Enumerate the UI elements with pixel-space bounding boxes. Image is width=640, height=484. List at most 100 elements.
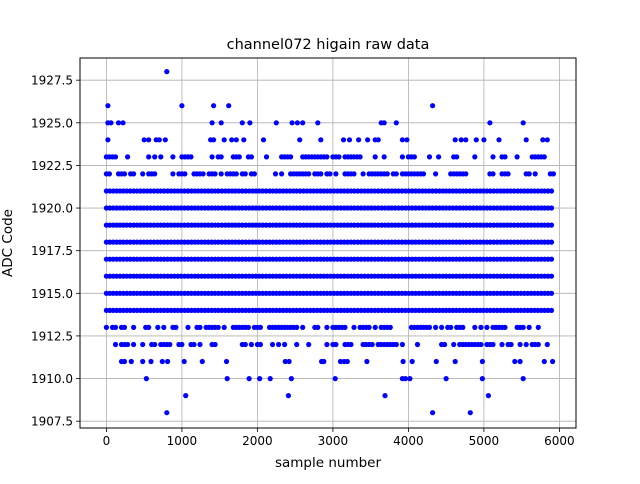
- data-point: [181, 358, 187, 365]
- data-point: [508, 341, 514, 348]
- data-point: [241, 137, 247, 143]
- x-tick-label: 0: [103, 434, 111, 448]
- data-point: [269, 341, 276, 348]
- data-point: [490, 154, 496, 160]
- data-point: [289, 120, 295, 126]
- data-point: [242, 171, 248, 177]
- data-point: [257, 341, 263, 348]
- data-point: [512, 358, 518, 365]
- data-point: [526, 171, 532, 177]
- data-point: [300, 120, 306, 126]
- data-point: [315, 324, 321, 330]
- data-point: [125, 154, 131, 160]
- data-point: [121, 171, 128, 177]
- data-point: [179, 103, 185, 109]
- data-point: [112, 324, 119, 330]
- data-point: [212, 341, 218, 348]
- data-point: [430, 410, 436, 416]
- data-point: [120, 120, 126, 126]
- data-point: [211, 103, 217, 109]
- data-point: [340, 137, 347, 143]
- data-point: [481, 137, 487, 143]
- data-point: [170, 154, 176, 160]
- data-point: [282, 341, 288, 348]
- data-point: [478, 341, 484, 348]
- data-point: [273, 120, 279, 126]
- data-point: [260, 137, 267, 143]
- data-point: [463, 137, 469, 143]
- y-axis-label: ADC Code: [0, 209, 16, 277]
- data-point: [164, 69, 170, 75]
- data-point: [159, 358, 165, 365]
- data-point: [167, 341, 173, 348]
- data-point: [276, 341, 282, 348]
- axis-ticks: 0 1000 2000 3000 4000 5000 6000 1907.5 1910.0 191…: [31, 74, 575, 448]
- data-point: [191, 341, 197, 348]
- data-point: [306, 171, 312, 177]
- data-point: [387, 324, 393, 330]
- data-point: [485, 393, 491, 399]
- data-point: [548, 256, 555, 262]
- data-point: [288, 376, 294, 382]
- data-point: [161, 324, 167, 330]
- data-point: [218, 171, 224, 177]
- data-point: [514, 154, 520, 160]
- data-point: [460, 324, 466, 330]
- data-point: [472, 324, 478, 330]
- x-tick-label: 1000: [167, 434, 198, 448]
- data-point: [131, 171, 137, 177]
- data-point: [372, 154, 378, 160]
- data-point: [548, 205, 555, 211]
- data-point: [375, 137, 381, 143]
- data-point: [548, 188, 555, 194]
- data-point: [131, 324, 137, 330]
- data-point: [348, 341, 354, 348]
- y-tick-label: 1907.5: [31, 415, 73, 429]
- data-point: [473, 137, 479, 143]
- data-point: [346, 137, 353, 143]
- x-tick-label: 3000: [318, 434, 349, 448]
- data-point: [479, 358, 485, 365]
- data-point: [223, 358, 230, 365]
- data-point: [121, 324, 128, 330]
- data-point: [183, 393, 189, 399]
- data-point: [467, 410, 473, 416]
- data-point: [544, 341, 550, 348]
- data-point: [158, 154, 164, 160]
- x-axis-label: sample number: [275, 455, 382, 471]
- data-point: [112, 341, 119, 348]
- data-point: [393, 341, 399, 348]
- data-point: [209, 154, 215, 160]
- data-point: [550, 171, 557, 177]
- data-point: [267, 376, 273, 382]
- data-point: [246, 376, 252, 382]
- data-point: [407, 376, 413, 382]
- data-point: [502, 324, 508, 330]
- data-point: [548, 273, 555, 279]
- data-point: [162, 137, 168, 143]
- data-point: [402, 376, 408, 382]
- data-point: [342, 324, 348, 330]
- data-point: [318, 171, 324, 177]
- data-point: [242, 341, 248, 348]
- data-point: [433, 171, 439, 177]
- data-point: [452, 137, 458, 143]
- data-point: [209, 120, 215, 126]
- data-point: [351, 324, 357, 330]
- data-point: [436, 154, 442, 160]
- data-point: [140, 341, 146, 348]
- data-point: [478, 324, 484, 330]
- data-point: [404, 137, 410, 143]
- data-point: [131, 341, 137, 348]
- data-point: [324, 341, 330, 348]
- x-tick-label: 5000: [469, 434, 500, 448]
- data-point: [199, 358, 205, 365]
- data-point: [221, 324, 227, 330]
- data-point: [143, 376, 149, 382]
- data-point: [505, 171, 511, 177]
- data-point: [433, 324, 439, 330]
- data-point: [439, 324, 445, 330]
- data-point: [364, 358, 370, 365]
- data-point: [188, 154, 194, 160]
